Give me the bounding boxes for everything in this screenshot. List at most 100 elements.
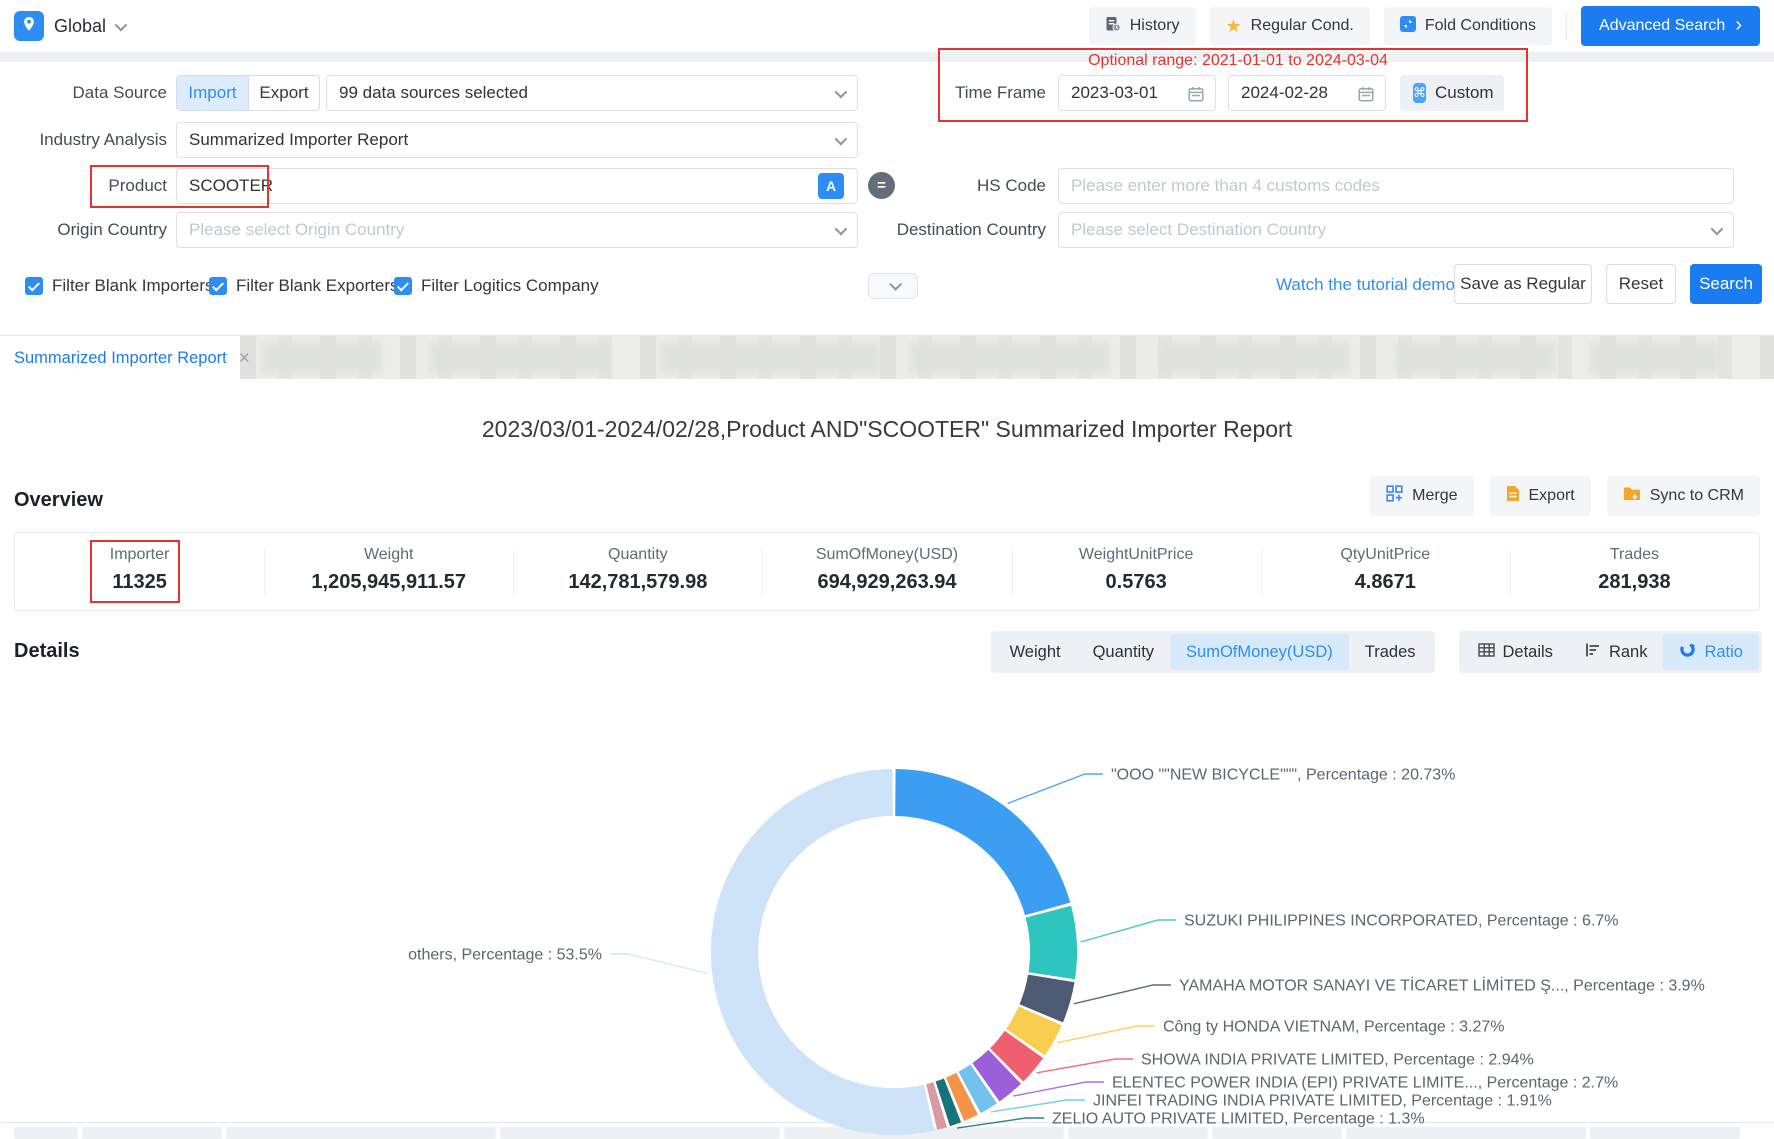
donut-segment[interactable] [1019,974,1075,1023]
destination-country-placeholder: Please select Destination Country [1071,220,1327,239]
donut-segment[interactable] [895,769,1071,916]
stat-value: 0.5763 [1105,571,1167,593]
date-start-input[interactable]: 2023-03-01 [1058,75,1216,111]
view-tab-label: Ratio [1704,642,1743,661]
command-icon: ⌘ [1413,83,1426,103]
chart-segment-label: "OOO ""NEW BICYCLE""", Percentage : 20.7… [1111,767,1455,784]
regular-cond-label: Regular Cond. [1250,17,1354,34]
view-tab-details[interactable]: Details [1462,634,1569,670]
tab-summarized-importer-report[interactable]: Summarized Importer Report × [0,336,250,379]
chart-segment-label: JINFEI TRADING INDIA PRIVATE LIMITED, Pe… [1093,1093,1552,1110]
blurred-tab [1590,342,1720,374]
stat-quantity: Quantity 142,781,579.98 [513,533,762,610]
hs-code-input[interactable] [1058,168,1734,204]
metric-tab-weight[interactable]: Weight [1009,642,1061,661]
stat-weight: Weight 1,205,945,911.57 [264,533,513,610]
top-bar: Global History ★ Regular Cond. Fold Cond… [0,0,1774,52]
translate-icon[interactable]: A [818,173,844,199]
product-label: Product [108,176,167,195]
stat-label: Quantity [608,546,668,563]
table-icon [1477,642,1495,662]
stat-weight-unit-price: WeightUnitPrice 0.5763 [1011,533,1261,610]
region-selector-label[interactable]: Global [54,15,107,36]
view-tab-label: Rank [1608,642,1648,661]
bar-rank-icon [1585,642,1601,663]
industry-analysis-select[interactable]: Summarized Importer Report [176,122,858,158]
export-label: Export [1528,487,1575,504]
label-leader-line [1012,1081,1104,1097]
filter-blank-importers-checkbox[interactable]: Filter Blank Importers [25,276,214,296]
stat-label: Importer [109,546,170,563]
label-leader-line [990,1099,1085,1113]
reset-button[interactable]: Reset [1606,264,1676,304]
regular-cond-button[interactable]: ★ Regular Cond. [1209,7,1370,45]
table-header-cell-blur [82,1127,222,1139]
importer-ratio-donut-chart: "OOO ""NEW BICYCLE""", Percentage : 20.7… [408,767,1705,1135]
checkbox-label: Filter Blank Importers [52,276,214,295]
chevron-down-icon[interactable] [114,18,128,31]
donut-segment[interactable] [990,1030,1044,1082]
sync-to-crm-button[interactable]: Sync to CRM [1606,476,1760,516]
view-tab-rank[interactable]: Rank [1569,634,1664,670]
merge-button[interactable]: Merge [1370,476,1474,516]
filter-logistics-company-checkbox[interactable]: Filter Logitics Company [394,276,599,296]
pie-ratio-icon [1679,641,1696,663]
filter-blank-exporters-checkbox[interactable]: Filter Blank Exporters [209,276,399,296]
calendar-icon [1358,86,1374,107]
export-toggle[interactable]: Export [248,76,319,110]
fold-conditions-button[interactable]: Fold Conditions [1383,7,1553,45]
origin-country-select[interactable]: Please select Origin Country [176,212,858,248]
close-icon[interactable]: × [238,347,250,369]
export-button[interactable]: Export [1489,476,1591,516]
table-header-cell-blur [1068,1127,1208,1139]
stat-value: 142,781,579.98 [568,571,708,593]
history-button[interactable]: History [1088,7,1196,45]
product-input[interactable] [176,168,858,204]
data-sources-select[interactable]: 99 data sources selected [326,75,858,111]
donut-segment[interactable] [972,1049,1021,1102]
blurred-tab [262,342,382,374]
stat-label: QtyUnitPrice [1340,546,1431,563]
advanced-search-button[interactable]: Advanced Search › [1581,6,1760,46]
stat-label: Trades [1609,546,1660,563]
donut-segment[interactable] [1025,905,1078,980]
donut-segment[interactable] [935,1078,962,1127]
tab-title: Summarized Importer Report [14,348,227,367]
origin-country-label: Origin Country [57,220,167,239]
donut-segment[interactable] [710,769,935,1135]
report-title: 2023/03/01-2024/02/28,Product AND"SCOOTE… [481,416,1293,442]
checkbox-label: Filter Logitics Company [421,276,599,295]
metric-tab-trades[interactable]: Trades [1364,642,1416,661]
donut-segment[interactable] [946,1072,978,1121]
stat-qty-unit-price: QtyUnitPrice 4.8671 [1260,533,1510,610]
save-as-regular-button[interactable]: Save as Regular [1454,264,1592,304]
chart-segment-label: YAMAHA MOTOR SANAYI VE TİCARET LİMİTED Ş… [1179,976,1705,995]
destination-country-select[interactable]: Please select Destination Country [1058,212,1734,248]
expand-conditions-button[interactable] [868,273,918,299]
overview-actions: Merge Export Sync to CRM [1370,476,1760,516]
chevron-down-icon [888,277,902,291]
time-frame-label: Time Frame [955,83,1046,102]
custom-range-button[interactable]: ⌘ Custom [1400,75,1504,111]
tutorial-link[interactable]: Watch the tutorial demo [1276,275,1455,294]
table-header-cell-blur [14,1127,78,1139]
view-tab-ratio[interactable]: Ratio [1663,634,1759,670]
metric-tab-sum-of-money[interactable]: SumOfMoney(USD) [1170,634,1349,670]
metric-tab-quantity[interactable]: Quantity [1092,642,1155,661]
stat-label: SumOfMoney(USD) [815,546,959,563]
search-button[interactable]: Search [1690,264,1762,304]
blurred-tab [910,342,1110,374]
label-leader-line [1080,919,1176,943]
merge-icon [1386,485,1403,507]
industry-analysis-value: Summarized Importer Report [189,130,409,149]
fold-conditions-label: Fold Conditions [1424,17,1537,34]
exact-match-icon[interactable]: = [868,172,895,199]
donut-segment[interactable] [958,1064,997,1114]
date-end-input[interactable]: 2024-02-28 [1228,75,1386,111]
search-form: Data Source Import Export 99 data source… [0,62,1774,335]
import-toggle[interactable]: Import [177,76,248,110]
chevron-down-icon [834,132,848,146]
donut-segment[interactable] [1006,1006,1062,1056]
blurred-table-header [14,1127,1760,1139]
